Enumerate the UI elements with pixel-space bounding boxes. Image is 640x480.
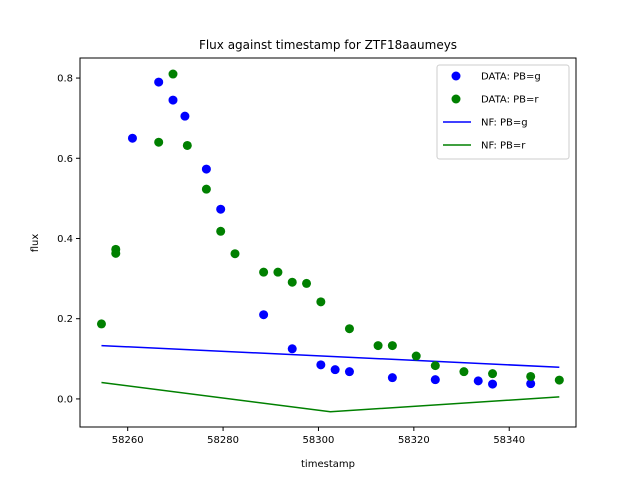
data-point	[168, 95, 178, 105]
series-line	[101, 381, 560, 413]
data-point	[201, 184, 211, 194]
legend-label: NF: PB=r	[481, 141, 526, 152]
data-point	[287, 344, 297, 354]
legend-box	[436, 64, 570, 160]
data-point	[473, 376, 483, 386]
chart-title: Flux against timestamp for ZTF18aaumeys	[199, 38, 457, 52]
data-point	[287, 277, 297, 287]
data-point	[526, 379, 536, 389]
data-point	[430, 361, 440, 371]
legend-label: NF: PB=g	[481, 118, 528, 129]
x-tick-label: 58300	[303, 435, 335, 446]
data-point	[127, 133, 137, 143]
data-point	[330, 365, 340, 375]
data-point	[316, 297, 326, 307]
data-point	[387, 373, 397, 383]
x-axis-ticks: 58260 58280 58300 58320 58340	[112, 427, 525, 446]
y-tick-label: 0.6	[57, 154, 73, 165]
x-tick-label: 58260	[112, 435, 144, 446]
x-tick-label: 58280	[207, 435, 239, 446]
data-point	[259, 267, 269, 277]
data-point	[344, 324, 354, 334]
data-point	[154, 77, 164, 87]
data-point	[302, 278, 312, 288]
y-tick-label: 0.0	[57, 394, 73, 405]
data-point	[411, 351, 421, 361]
data-point	[526, 371, 536, 381]
data-point	[201, 164, 211, 174]
series-layer	[96, 69, 564, 413]
data-point	[216, 226, 226, 236]
plot-frame	[79, 57, 577, 428]
data-point	[387, 341, 397, 351]
y-tick-label: 0.8	[57, 74, 73, 85]
y-tick-label: 0.2	[57, 314, 73, 325]
data-point	[430, 375, 440, 385]
data-point	[344, 367, 354, 377]
data-point	[316, 360, 326, 370]
legend: DATA: PB=g DATA: PB=r NF: PB=g NF: PB=r	[436, 64, 570, 160]
legend-marker	[451, 71, 461, 81]
data-point	[154, 137, 164, 147]
data-point	[182, 140, 192, 150]
series-line	[101, 344, 560, 368]
data-point	[488, 379, 498, 389]
data-point	[488, 369, 498, 379]
data-point	[259, 310, 269, 320]
data-point	[554, 375, 564, 385]
x-tick-label: 58320	[398, 435, 430, 446]
legend-marker	[451, 94, 461, 104]
data-point	[230, 249, 240, 259]
data-point	[459, 367, 469, 377]
legend-label: DATA: PB=r	[481, 95, 539, 106]
data-point	[216, 204, 226, 214]
y-axis-label: flux	[30, 234, 41, 253]
data-point	[180, 111, 190, 121]
x-axis-label: timestamp	[301, 459, 355, 470]
legend-label: DATA: PB=g	[481, 72, 541, 83]
x-tick-label: 58340	[493, 435, 525, 446]
data-point	[373, 341, 383, 351]
y-axis-ticks: 0.0 0.2 0.4 0.6 0.8	[57, 74, 80, 405]
data-point	[111, 248, 121, 258]
data-point	[168, 69, 178, 79]
data-point	[96, 319, 106, 329]
data-point	[273, 267, 283, 277]
y-tick-label: 0.4	[57, 234, 73, 245]
